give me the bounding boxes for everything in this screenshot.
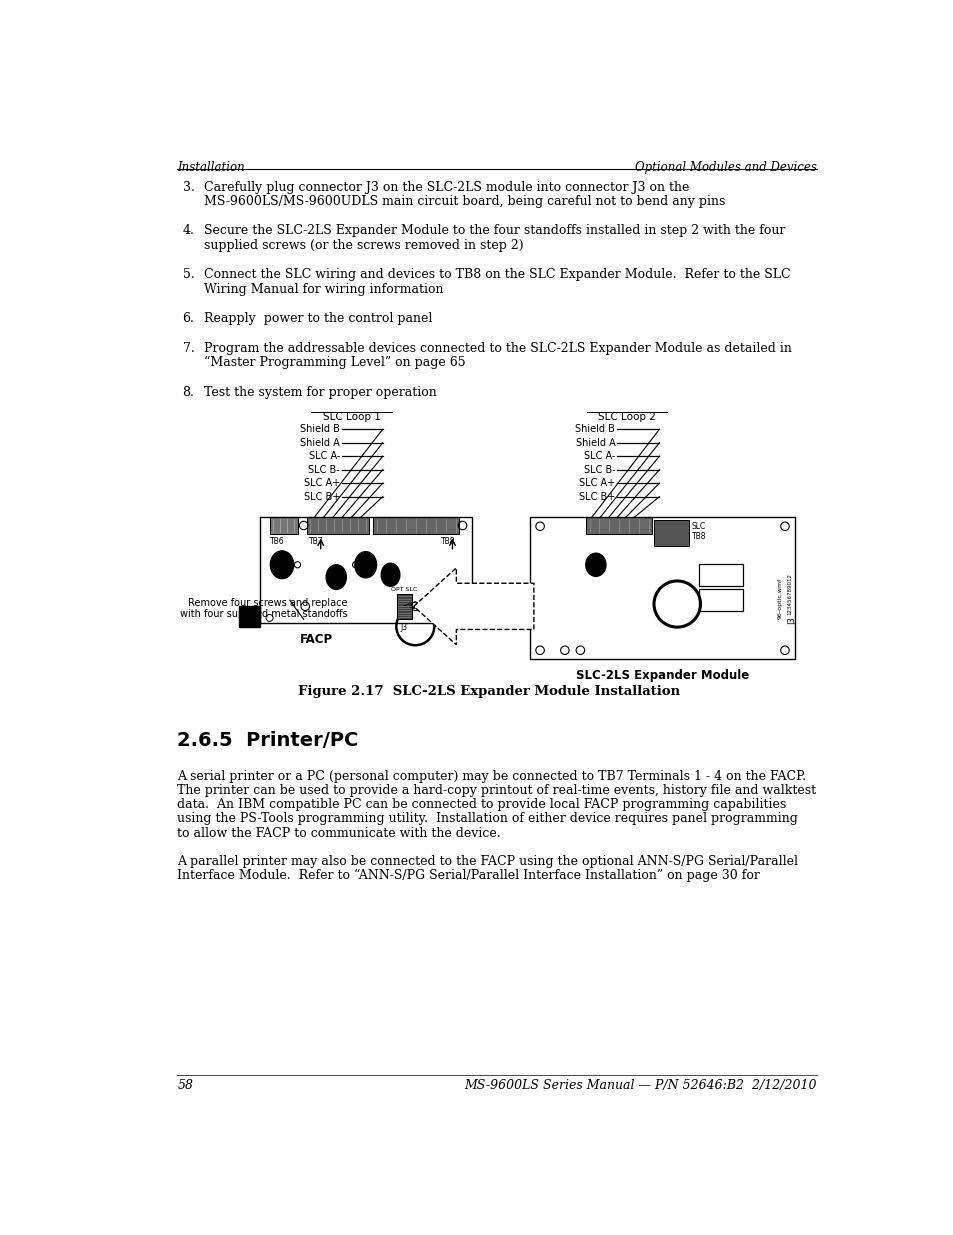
Polygon shape bbox=[396, 594, 412, 620]
Polygon shape bbox=[699, 564, 742, 585]
Text: The printer can be used to provide a hard-copy printout of real-time events, his: The printer can be used to provide a har… bbox=[177, 784, 816, 797]
Text: TB7: TB7 bbox=[309, 537, 323, 546]
Text: Shield A: Shield A bbox=[575, 437, 615, 448]
Text: Reapply  power to the control panel: Reapply power to the control panel bbox=[204, 312, 433, 325]
Text: 7.: 7. bbox=[182, 342, 194, 354]
Text: 123456789012: 123456789012 bbox=[786, 573, 792, 615]
Text: Shield A: Shield A bbox=[300, 437, 340, 448]
Text: SLC
TB8: SLC TB8 bbox=[691, 521, 706, 541]
Ellipse shape bbox=[270, 551, 294, 579]
Text: SLC A+: SLC A+ bbox=[304, 478, 340, 488]
Text: Program the addressable devices connected to the SLC-2LS Expander Module as deta: Program the addressable devices connecte… bbox=[204, 342, 792, 354]
Text: Shield B: Shield B bbox=[300, 425, 340, 435]
Text: Test the system for proper operation: Test the system for proper operation bbox=[204, 385, 436, 399]
Text: Remove four screws and replace
with four supplied metal standoffs: Remove four screws and replace with four… bbox=[180, 598, 348, 620]
Text: using the PS-Tools programming utility.  Installation of either device requires : using the PS-Tools programming utility. … bbox=[177, 813, 798, 825]
Text: 2.6.5  Printer/PC: 2.6.5 Printer/PC bbox=[177, 731, 358, 750]
Polygon shape bbox=[414, 568, 534, 645]
Text: TB6: TB6 bbox=[270, 537, 285, 546]
Polygon shape bbox=[238, 606, 259, 627]
Text: Carefully plug connector J3 on the SLC-2LS module into connector J3 on the: Carefully plug connector J3 on the SLC-2… bbox=[204, 180, 689, 194]
Text: SLC B+: SLC B+ bbox=[304, 492, 340, 501]
Text: 4.: 4. bbox=[182, 225, 194, 237]
Text: 6.: 6. bbox=[182, 312, 194, 325]
Text: A parallel printer may also be connected to the FACP using the optional ANN-S/PG: A parallel printer may also be connected… bbox=[177, 855, 798, 868]
Text: OPT SLC: OPT SLC bbox=[391, 588, 417, 593]
Ellipse shape bbox=[381, 563, 399, 587]
Text: SLC B-: SLC B- bbox=[308, 464, 340, 474]
Text: SLC A+: SLC A+ bbox=[578, 478, 615, 488]
Text: 8.: 8. bbox=[182, 385, 194, 399]
Polygon shape bbox=[699, 589, 742, 611]
Ellipse shape bbox=[585, 553, 605, 577]
Polygon shape bbox=[270, 517, 297, 534]
Text: “Master Programming Level” on page 65: “Master Programming Level” on page 65 bbox=[204, 356, 466, 369]
Text: SLC Loop 1: SLC Loop 1 bbox=[322, 411, 380, 421]
Text: MS-9600LS Series Manual — P/N 52646:B2  2/12/2010: MS-9600LS Series Manual — P/N 52646:B2 2… bbox=[464, 1079, 816, 1092]
Polygon shape bbox=[373, 517, 458, 534]
Polygon shape bbox=[654, 520, 688, 546]
Text: to allow the FACP to communicate with the device.: to allow the FACP to communicate with th… bbox=[177, 826, 500, 840]
Polygon shape bbox=[585, 517, 652, 534]
Text: TB8: TB8 bbox=[440, 537, 455, 546]
Text: supplied screws (or the screws removed in step 2): supplied screws (or the screws removed i… bbox=[204, 238, 523, 252]
Ellipse shape bbox=[326, 564, 346, 589]
Text: FACP: FACP bbox=[300, 632, 334, 646]
Text: Figure 2.17  SLC-2LS Expander Module Installation: Figure 2.17 SLC-2LS Expander Module Inst… bbox=[297, 685, 679, 698]
Text: Installation: Installation bbox=[177, 162, 245, 174]
Text: SLC B-: SLC B- bbox=[583, 464, 615, 474]
Ellipse shape bbox=[355, 552, 376, 578]
Text: Shield B: Shield B bbox=[575, 425, 615, 435]
Text: 96-optic.wmf: 96-optic.wmf bbox=[778, 577, 782, 619]
Text: Interface Module.  Refer to “ANN-S/PG Serial/Parallel Interface Installation” on: Interface Module. Refer to “ANN-S/PG Ser… bbox=[177, 869, 760, 882]
Polygon shape bbox=[307, 517, 369, 534]
Text: 58: 58 bbox=[177, 1079, 193, 1092]
Text: SLC B+: SLC B+ bbox=[578, 492, 615, 501]
Text: Connect the SLC wiring and devices to TB8 on the SLC Expander Module.  Refer to : Connect the SLC wiring and devices to TB… bbox=[204, 268, 790, 282]
Text: data.  An IBM compatible PC can be connected to provide local FACP programming c: data. An IBM compatible PC can be connec… bbox=[177, 798, 786, 811]
Text: SLC A-: SLC A- bbox=[583, 451, 615, 461]
Text: MS-9600LS/MS-9600UDLS main circuit board, being careful not to bend any pins: MS-9600LS/MS-9600UDLS main circuit board… bbox=[204, 195, 725, 207]
Text: 5.: 5. bbox=[182, 268, 194, 282]
Text: J3: J3 bbox=[400, 622, 408, 631]
Text: Secure the SLC-2LS Expander Module to the four standoffs installed in step 2 wit: Secure the SLC-2LS Expander Module to th… bbox=[204, 225, 785, 237]
Text: A serial printer or a PC (personal computer) may be connected to TB7 Terminals 1: A serial printer or a PC (personal compu… bbox=[177, 769, 805, 783]
Text: SLC-2LS Expander Module: SLC-2LS Expander Module bbox=[576, 668, 748, 682]
Text: J3: J3 bbox=[788, 618, 797, 625]
Text: SLC A-: SLC A- bbox=[309, 451, 340, 461]
Text: Optional Modules and Devices: Optional Modules and Devices bbox=[634, 162, 816, 174]
Text: 3.: 3. bbox=[182, 180, 194, 194]
Text: Wiring Manual for wiring information: Wiring Manual for wiring information bbox=[204, 283, 443, 295]
Text: SLC Loop 2: SLC Loop 2 bbox=[598, 411, 655, 421]
